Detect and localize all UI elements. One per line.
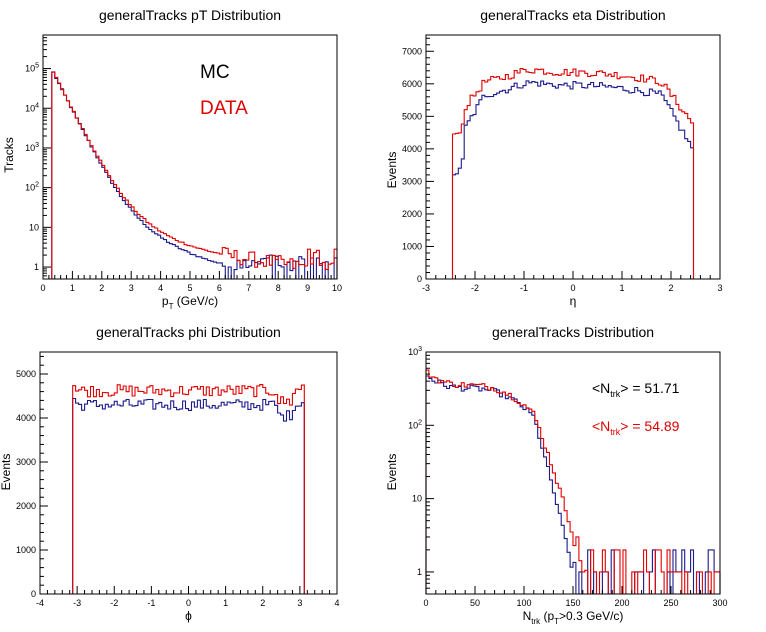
series-line-mc (425, 375, 721, 595)
x-tick-label: 5 (187, 283, 192, 293)
histograms (426, 68, 720, 280)
x-tick-label: 200 (614, 598, 629, 608)
x-axis-label: η (570, 294, 577, 308)
chart-title: generalTracks Distribution (492, 324, 654, 340)
x-tick-label: 250 (663, 598, 678, 608)
x-tick-label: 3 (297, 598, 302, 608)
y-tick-label: 1000 (402, 241, 422, 251)
y-axis-label: Events (385, 454, 399, 491)
x-tick-label: 3 (717, 283, 722, 293)
x-tick-label: 2 (668, 283, 673, 293)
series-line-data (40, 384, 337, 595)
x-tick-label: -3 (422, 283, 430, 293)
x-axis-label: Ntrk (pT>0.3 GeV/c) (523, 609, 624, 626)
chart-title: generalTracks pT Distribution (99, 7, 281, 23)
y-axis-label: Events (385, 152, 399, 189)
chart-panel-ntrk: generalTracks Distribution 0 50 100 150 200 25… (385, 324, 728, 626)
x-tick-label: 100 (516, 598, 531, 608)
x-tick-label: -2 (110, 598, 118, 608)
chart-panel-phi: generalTracks phi Distribution -4 -3 -2 -1 0 1… (0, 324, 340, 623)
y-tick-label: 0 (417, 274, 422, 284)
y-axis-label: Events (0, 454, 13, 491)
y-tick-label: 103 (408, 346, 422, 357)
x-tick-label: 6 (217, 283, 222, 293)
x-tick-label: 0 (570, 283, 575, 293)
x-tick-label: 0 (423, 598, 428, 608)
y-tick-label: 104 (25, 102, 39, 113)
x-tick-label: 4 (334, 598, 339, 608)
mean-annotation-mc: <Ntrk> = 51.71 (592, 380, 680, 399)
histograms (40, 384, 337, 595)
chart-panel-pt: generalTracks pT Distribution 0 1 2 3 4 5 6 7 8 9 1… (2, 7, 342, 311)
chart-title: generalTracks eta Distribution (480, 7, 665, 23)
y-tick-label: 5000 (402, 111, 422, 121)
x-tick-label: 2 (260, 598, 265, 608)
legend-mc: MC (200, 62, 230, 83)
y-tick-label: 4000 (16, 413, 36, 423)
x-tick-label: 4 (158, 283, 163, 293)
y-tick-label: 1000 (16, 545, 36, 555)
y-tick-label: 2000 (16, 501, 36, 511)
y-tick-label: 1 (417, 567, 422, 577)
y-tick-label: 0 (31, 589, 36, 599)
y-tick-label: 2000 (402, 209, 422, 219)
legend-data: DATA (200, 98, 248, 119)
y-tick-label: 1 (34, 262, 39, 272)
y-tick-label: 102 (408, 419, 422, 430)
y-axis-label: Tracks (2, 137, 16, 173)
x-tick-label: 7 (246, 283, 251, 293)
x-tick-label: -1 (520, 283, 528, 293)
series-line-data (426, 68, 720, 280)
y-tick-label: 10 (29, 222, 39, 232)
histograms (425, 369, 721, 595)
x-tick-label: -3 (73, 598, 81, 608)
chart-panel-eta: generalTracks eta Distribution -3 -2 -1 0 1 2 3… (385, 7, 723, 308)
plot-frame (42, 34, 338, 280)
y-tick-label: 7000 (402, 46, 422, 56)
chart-title: generalTracks phi Distribution (96, 324, 281, 340)
x-tick-label: -2 (471, 283, 479, 293)
mean-annotation-data: <Ntrk> = 54.89 (592, 418, 680, 437)
y-tick-label: 3000 (16, 457, 36, 467)
x-tick-label: 10 (332, 283, 342, 293)
series-line-data (43, 71, 338, 280)
x-tick-label: 1 (619, 283, 624, 293)
x-tick-label: 3 (129, 283, 134, 293)
x-tick-label: 150 (565, 598, 580, 608)
y-tick-label: 102 (25, 182, 39, 193)
y-tick-label: 103 (25, 142, 39, 153)
x-tick-label: 9 (305, 283, 310, 293)
x-tick-label: 0 (186, 598, 191, 608)
y-tick-label: 6000 (402, 79, 422, 89)
series-line-mc (43, 71, 338, 280)
x-tick-label: 1 (223, 598, 228, 608)
x-tick-label: -4 (36, 598, 44, 608)
x-tick-label: 2 (99, 283, 104, 293)
series-line-mc (426, 80, 720, 280)
y-tick-label: 4000 (402, 144, 422, 154)
y-tick-label: 105 (25, 63, 39, 74)
x-tick-label: 8 (276, 283, 281, 293)
series-line-data (425, 369, 721, 595)
y-tick-label: 5000 (16, 369, 36, 379)
x-tick-label: 0 (40, 283, 45, 293)
x-axis-label: ϕ (185, 609, 192, 623)
x-axis-label: pT (GeV/c) (162, 294, 218, 311)
x-tick-label: 1 (70, 283, 75, 293)
x-tick-label: 300 (712, 598, 727, 608)
x-tick-label: 50 (470, 598, 480, 608)
y-tick-label: 3000 (402, 176, 422, 186)
y-tick-label: 10 (412, 494, 422, 504)
series-line-mc (40, 397, 337, 595)
x-tick-label: -1 (147, 598, 155, 608)
histograms (43, 71, 338, 280)
